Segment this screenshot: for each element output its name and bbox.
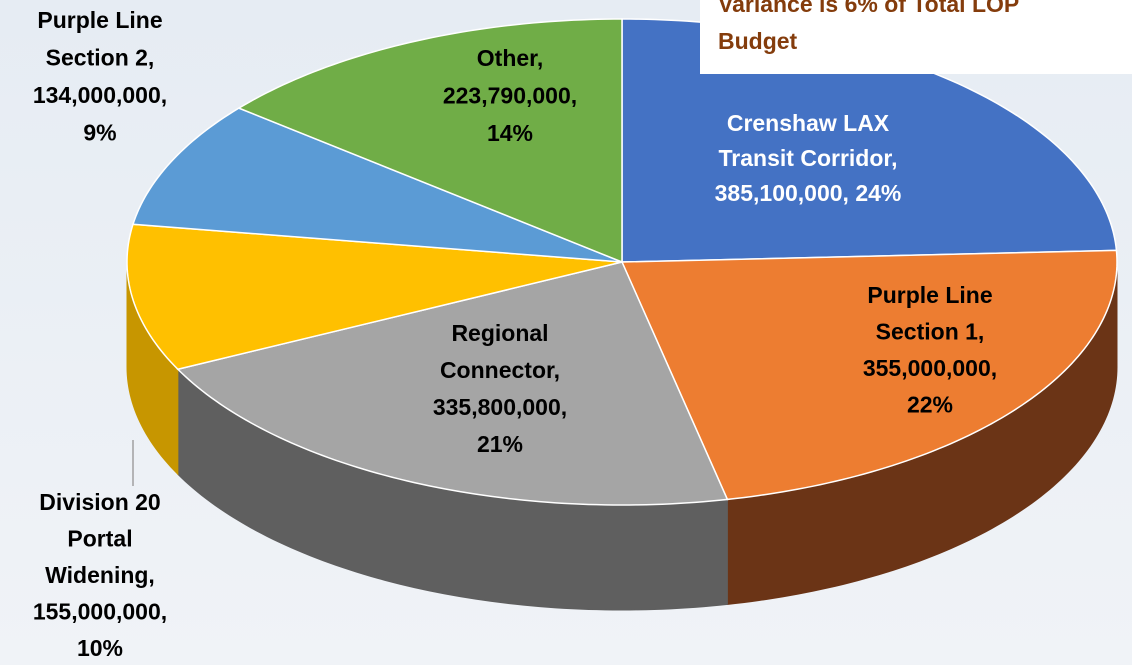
pie-slice xyxy=(131,107,623,263)
annotation-box xyxy=(700,0,1132,74)
data-label: 134,000,000, xyxy=(33,82,167,108)
data-label: Transit Corridor, xyxy=(719,145,898,171)
annotation: Variance is 6% of Total LOP xyxy=(718,0,1019,17)
data-label: 9% xyxy=(83,120,116,146)
pie-slice xyxy=(176,261,729,506)
data-label: Crenshaw LAX xyxy=(727,110,890,136)
data-label: Division 20 xyxy=(39,489,160,515)
annotation: Budget xyxy=(718,28,798,54)
data-label: Purple Line xyxy=(37,7,162,33)
data-label: Purple Line xyxy=(867,282,992,308)
pie-slice xyxy=(620,249,1118,501)
data-label: 22% xyxy=(907,392,953,418)
data-label: 155,000,000, xyxy=(33,599,167,625)
data-label: 223,790,000, xyxy=(443,83,577,109)
data-labels: Crenshaw LAX Transit Corridor, 385,100,000… xyxy=(33,7,997,661)
data-label: Portal xyxy=(67,526,132,552)
data-label: 10% xyxy=(77,635,123,661)
data-label: Connector, xyxy=(440,357,560,383)
pie-tops xyxy=(126,18,1118,506)
pie-slice xyxy=(237,18,623,264)
data-label: 21% xyxy=(477,431,523,457)
data-label: 14% xyxy=(487,120,533,146)
data-label: Section 2, xyxy=(46,45,155,71)
pie-slice xyxy=(126,223,623,371)
data-label: 355,000,000, xyxy=(863,355,997,381)
data-label: 385,100,000, 24% xyxy=(715,180,902,206)
data-label: Section 1, xyxy=(876,319,985,345)
data-label: 335,800,000, xyxy=(433,394,567,420)
data-label: Regional xyxy=(451,320,548,346)
data-label: Other, xyxy=(477,45,543,71)
data-label: Widening, xyxy=(45,562,155,588)
